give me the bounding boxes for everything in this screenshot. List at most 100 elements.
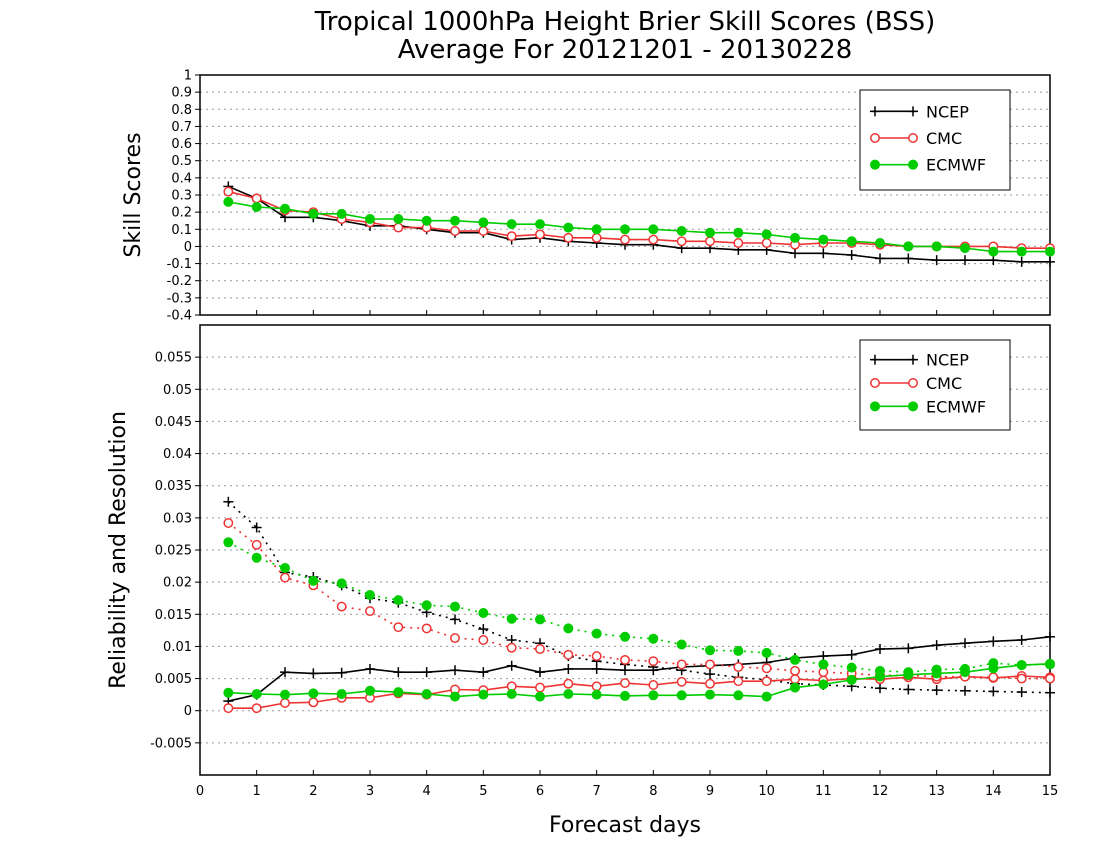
y-tick-label: 0.1: [171, 223, 192, 238]
data-point: [365, 685, 375, 696]
data-point: [336, 601, 347, 612]
data-point: [931, 241, 942, 252]
data-point: [846, 649, 857, 660]
y-tick-label: 0: [184, 704, 192, 719]
data-point: [421, 667, 432, 678]
legend-marker: [870, 401, 880, 412]
x-tick-label: 11: [815, 784, 832, 799]
data-point: [223, 186, 234, 197]
data-point: [790, 682, 800, 693]
data-point: [705, 669, 715, 680]
data-point: [535, 691, 545, 702]
legend-marker: [870, 106, 880, 117]
data-point: [931, 664, 942, 675]
series-cmc-dotted: [223, 518, 1055, 684]
data-point: [506, 231, 517, 242]
data-point: [393, 222, 404, 233]
data-point: [450, 614, 460, 625]
data-point: [648, 224, 659, 235]
data-point: [846, 674, 857, 685]
data-point: [336, 667, 347, 678]
data-point: [393, 667, 404, 678]
data-point: [535, 667, 545, 678]
data-point: [393, 214, 404, 224]
series-line: [228, 662, 1051, 698]
legend-item-ecmwf: ECMWF: [870, 397, 986, 416]
legend-label: ECMWF: [926, 397, 986, 416]
data-point: [365, 606, 375, 617]
legend-item-ncep: NCEP: [870, 351, 969, 370]
data-point: [903, 667, 914, 678]
data-point: [676, 690, 687, 701]
data-point: [393, 687, 404, 698]
legend-marker: [870, 378, 880, 388]
data-point: [308, 575, 319, 586]
x-tick-label: 2: [309, 784, 317, 799]
x-tick-label: 1: [253, 784, 261, 799]
legend-item-cmc: CMC: [870, 129, 962, 148]
data-point: [818, 679, 829, 690]
data-point: [648, 656, 659, 667]
legend-marker: [908, 401, 918, 412]
data-point: [365, 663, 375, 674]
data-point: [846, 250, 857, 260]
data-point: [1016, 635, 1027, 645]
y-tick-label: 0.8: [171, 103, 192, 118]
series-ncep: [223, 181, 1055, 267]
y-tick-label: 0.01: [163, 640, 192, 655]
data-point: [506, 642, 517, 653]
data-point: [365, 214, 375, 224]
data-point: [733, 690, 744, 701]
series-cmc: [223, 186, 1055, 254]
data-point: [733, 645, 744, 656]
data-point: [761, 676, 772, 687]
legend-label: CMC: [926, 374, 962, 393]
legend-label: ECMWF: [926, 156, 986, 175]
data-point: [478, 689, 489, 700]
x-tick-label: 15: [1042, 784, 1059, 799]
data-point: [761, 663, 772, 674]
data-point: [450, 215, 460, 226]
y-tick-label: -0.4: [167, 309, 192, 324]
data-point: [988, 672, 999, 683]
data-point: [450, 601, 460, 612]
y-tick-label: 1: [184, 69, 192, 84]
data-point: [563, 623, 574, 634]
data-point: [960, 243, 970, 254]
data-point: [563, 678, 574, 689]
data-point: [336, 578, 347, 589]
data-point: [535, 219, 545, 230]
data-point: [251, 703, 262, 714]
legend-label: NCEP: [926, 351, 969, 370]
data-point: [280, 563, 290, 573]
data-point: [903, 241, 914, 252]
data-point: [705, 678, 715, 689]
skill-score-panel: -0.4 -0.3 -0.2 -0.1 0 0.1 0.2 0.3 0.4 0.5 0.6 0.7 0.…: [121, 69, 1055, 324]
data-point: [875, 665, 885, 676]
data-point: [903, 684, 914, 695]
y-tick-label: -0.3: [167, 291, 192, 306]
data-point: [988, 255, 999, 266]
data-point: [280, 667, 290, 678]
data-point: [1016, 660, 1027, 671]
data-point: [478, 667, 489, 678]
data-point: [591, 232, 602, 243]
legend-item-ecmwf: ECMWF: [870, 156, 986, 175]
data-point: [960, 663, 970, 674]
data-point: [648, 690, 659, 701]
y-axis-label: Skill Scores: [121, 132, 146, 257]
x-tick-label: 7: [593, 784, 601, 799]
x-tick-label: 6: [536, 784, 544, 799]
y-tick-label: 0.3: [171, 189, 192, 204]
y-tick-label: 0.03: [163, 511, 192, 526]
y-tick-label: 0.9: [171, 86, 192, 101]
data-point: [988, 686, 999, 697]
data-point: [931, 685, 942, 696]
y-axis: -0.005 0 0.005 0.01 0.015 0.02 0.025 0.03 0.035 0…: [150, 351, 200, 751]
data-point: [280, 689, 290, 700]
series-ecmwf: [223, 658, 1055, 702]
data-point: [620, 690, 630, 701]
y-tick-label: 0.02: [163, 576, 192, 591]
series-line: [228, 190, 1050, 249]
